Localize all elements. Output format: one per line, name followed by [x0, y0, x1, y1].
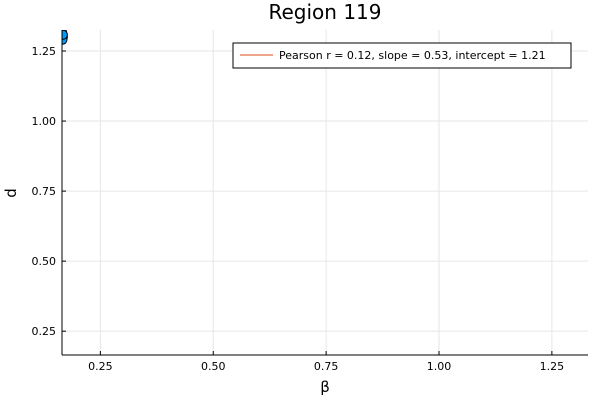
y-tick-label: 0.25 — [32, 325, 57, 338]
y-tick-label: 0.50 — [32, 255, 57, 268]
y-tick-label: 1.00 — [32, 115, 57, 128]
data-points — [62, 30, 68, 45]
x-tick-label: 1.00 — [427, 360, 452, 373]
legend-label: Pearson r = 0.12, slope = 0.53, intercep… — [279, 49, 546, 62]
x-tick-label: 0.75 — [314, 360, 339, 373]
data-point — [62, 30, 68, 40]
x-axis-label: β — [320, 378, 330, 396]
y-tick-label: 1.25 — [32, 45, 57, 58]
grid-lines — [62, 30, 588, 355]
x-axis-ticks: 0.25 0.50 0.75 1.00 1.25 — [88, 351, 564, 373]
x-tick-label: 0.25 — [88, 360, 113, 373]
legend: Pearson r = 0.12, slope = 0.53, intercep… — [232, 42, 572, 69]
y-axis-ticks: 0.25 0.50 0.75 1.00 1.25 — [32, 45, 66, 338]
y-tick-label: 0.75 — [32, 185, 57, 198]
x-tick-label: 0.50 — [201, 360, 226, 373]
x-tick-label: 1.25 — [540, 360, 565, 373]
legend-box — [232, 42, 572, 69]
chart-title: Region 119 — [269, 0, 382, 24]
y-axis-label: d — [2, 188, 20, 198]
